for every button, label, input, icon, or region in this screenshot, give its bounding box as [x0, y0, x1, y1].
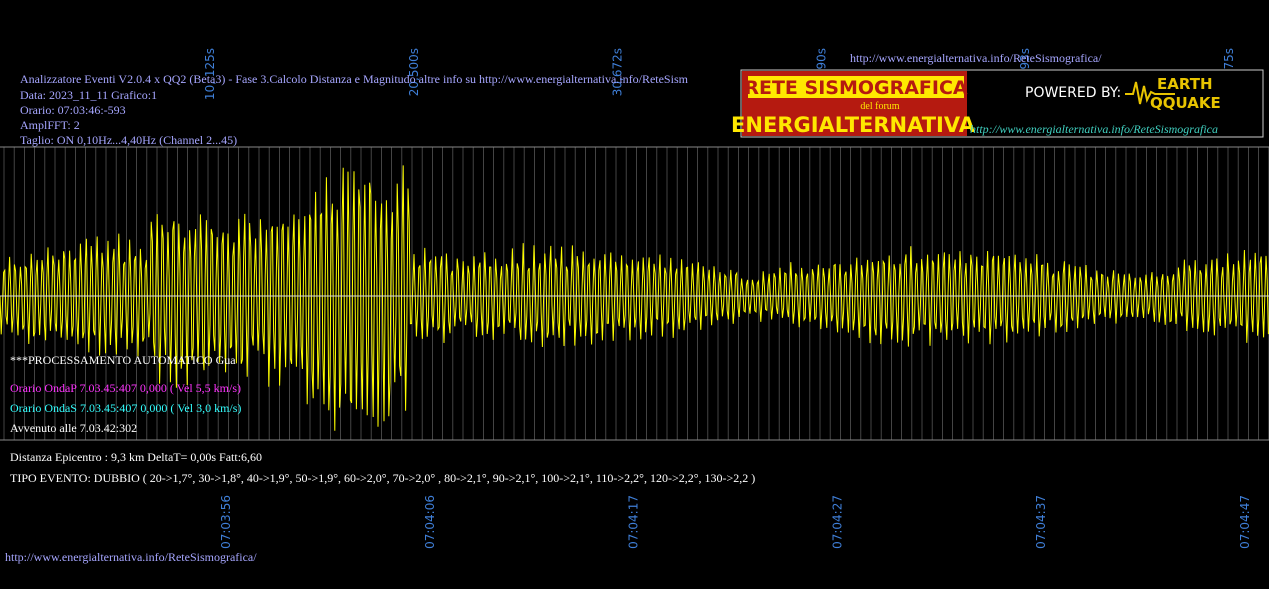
- header-line: Analizzatore Eventi V2.0.4 x QQ2 (Beta3)…: [20, 72, 689, 86]
- bottom-tick-label: 07:04:47: [1238, 495, 1252, 549]
- info-text: Avvenuto alle 7.03.42:302: [10, 421, 137, 435]
- top-tick-label: 10, 125s: [203, 48, 217, 100]
- logo-brand: EARTH: [1157, 75, 1213, 93]
- top-tick-label: 20,500s: [407, 48, 421, 96]
- logo-text: del forum: [860, 101, 899, 112]
- top-url: http://www.energialternativa.info/ReteSi…: [850, 51, 1102, 65]
- logo-icon: [1125, 81, 1175, 105]
- header-line: AmplFFT: 2: [20, 118, 80, 132]
- header-line: Orario: 07:03:46:-593: [20, 103, 126, 117]
- logo: RETE SISMOGRAFICA del forum ENERGIALTERN…: [731, 69, 1264, 138]
- logo-text: ENERGIALTERNATIVA: [731, 113, 976, 137]
- bottom-tick-label: 07:04:17: [627, 495, 641, 549]
- bottom-tick-label: 07:04:37: [1034, 495, 1048, 549]
- info-text: ***PROCESSAMENTO AUTOMATICO Gua: [10, 353, 236, 367]
- info-text: Orario OndaP 7.03.45:407 0,000 ( Vel 5,5…: [10, 381, 241, 395]
- bottom-tick-label: 07:03:56: [219, 495, 233, 549]
- logo-url: http://www.energialternativa.info/ReteSi…: [970, 122, 1218, 136]
- bottom-ticks: 07:03:56 07:04:06 07:04:17 07:04:27 07:04:37…: [219, 495, 1252, 549]
- waveform: [0, 165, 1269, 431]
- logo-powered: POWERED BY:: [1025, 85, 1121, 101]
- top-tick-label: 30,672s: [611, 48, 625, 96]
- bottom-tick-label: 07:04:06: [423, 495, 437, 549]
- info-text: Orario OndaS 7.03.45:407 0,000 ( Vel 3,0…: [10, 401, 241, 415]
- footer-url: http://www.energialternativa.info/ReteSi…: [5, 550, 257, 564]
- info-text: Distanza Epicentro : 9,3 km DeltaT= 0,00…: [10, 450, 262, 464]
- bottom-tick-label: 07:04:27: [830, 495, 844, 549]
- logo-banner: [748, 76, 964, 98]
- header-line: Data: 2023_11_11 Grafico:1: [20, 88, 157, 102]
- info-text: TIPO EVENTO: DUBBIO ( 20->1,7°, 30->1,8°…: [10, 471, 755, 485]
- logo-brand: QQUAKE: [1150, 94, 1221, 112]
- header-line: Taglio: ON 0,10Hz...4,40Hz (Channel 2...…: [20, 133, 237, 147]
- logo-text: RETE SISMOGRAFICA: [744, 77, 968, 99]
